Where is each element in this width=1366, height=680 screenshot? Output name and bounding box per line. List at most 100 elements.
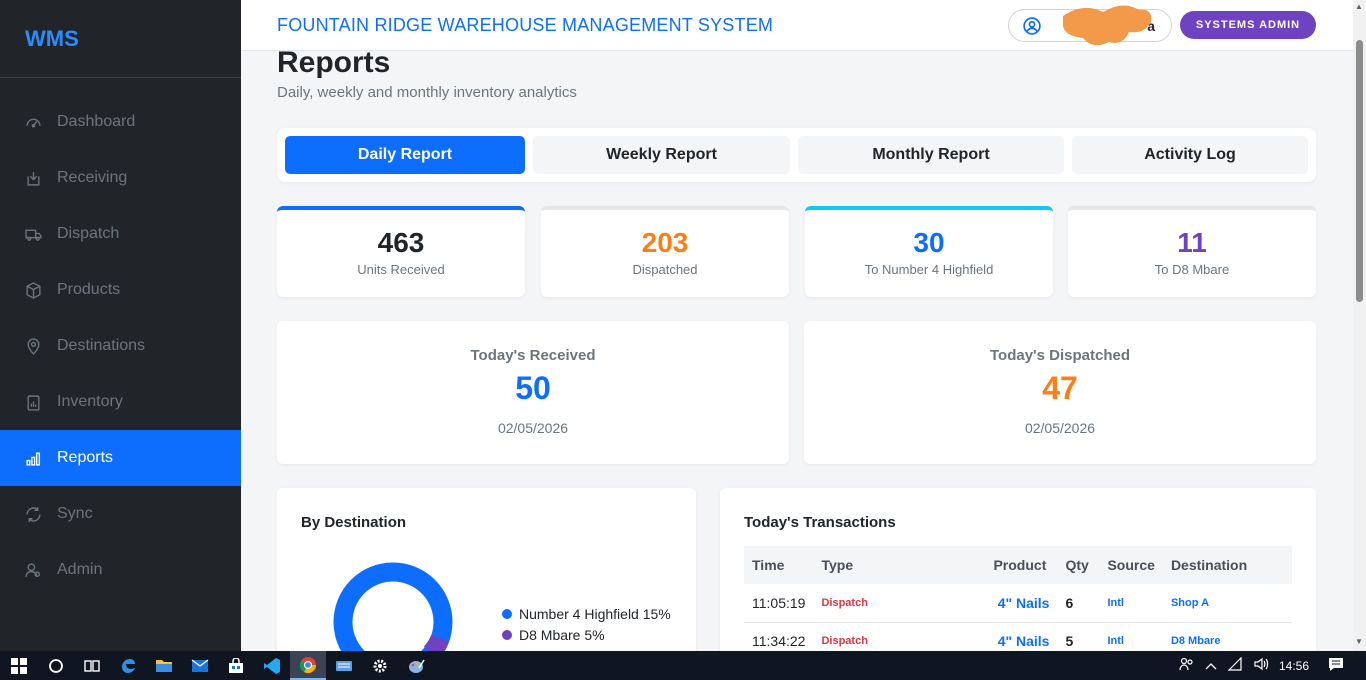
user-name: a (1147, 17, 1155, 34)
cell-product: 4" Nails (985, 584, 1058, 623)
sidebar-item-label: Admin (57, 561, 103, 578)
stat-value: 11 (1177, 227, 1207, 258)
file-explorer-icon[interactable] (146, 651, 182, 680)
table-row[interactable]: 11:05:19 Dispatch 4" Nails 6 Intl Shop A (744, 584, 1292, 623)
sidebar-item-label: Destinations (57, 337, 146, 354)
table-row[interactable]: 11:34:22 Dispatch 4" Nails 5 Intl D8 Mba… (744, 622, 1292, 651)
todays-transactions-card: Today's Transactions Time Type Product Q… (720, 488, 1316, 651)
sidebar-item-products[interactable]: Products (0, 262, 241, 318)
todays-received-card: Today's Received 50 02/05/2026 (277, 321, 789, 464)
legend-dot (502, 629, 512, 640)
scrollbar-thumb[interactable] (1356, 40, 1363, 302)
system-tray: 14:56 (1174, 651, 1366, 680)
donut-segment-d8-mbare (423, 634, 450, 651)
cell-destination: Shop A (1162, 584, 1292, 623)
windows-start-icon[interactable] (0, 651, 38, 680)
stat-value: 30 (913, 227, 945, 258)
cell-qty: 6 (1057, 584, 1100, 623)
sidebar-item-label: Inventory (57, 393, 123, 410)
inbox-download-icon (24, 169, 42, 187)
cell-source: Intl (1099, 622, 1163, 651)
box-icon (24, 281, 42, 299)
search-icon[interactable] (38, 651, 74, 680)
card-heading: Today's Transactions (744, 514, 896, 531)
card-heading: Today's Received (470, 347, 596, 364)
chart-legend: Number 4 Highfield 15% D8 Mbare 5% (502, 603, 671, 645)
people-icon[interactable] (1179, 657, 1195, 674)
cell-product: 4" Nails (985, 622, 1058, 651)
clock[interactable]: 14:56 (1278, 658, 1309, 673)
column-header-source[interactable]: Source (1099, 546, 1163, 584)
bar-chart-icon (24, 449, 42, 467)
mail-icon[interactable] (182, 651, 218, 680)
legend-item: D8 Mbare 5% (502, 624, 671, 645)
tab-daily-report[interactable]: Daily Report (285, 136, 525, 174)
chevron-up-icon[interactable] (1205, 659, 1217, 673)
stat-label: Units Received (357, 262, 445, 277)
system-title: FOUNTAIN RIDGE WAREHOUSE MANAGEMENT SYST… (277, 15, 774, 35)
sidebar-nav: Dashboard Receiving Dispatch Products De… (0, 94, 241, 598)
users-icon (24, 561, 42, 579)
truck-icon (24, 225, 42, 243)
sidebar-item-label: Sync (57, 505, 93, 522)
stat-card-dispatched: 203 Dispatched (541, 206, 789, 297)
column-header-type[interactable]: Type (813, 546, 986, 584)
sidebar-item-sync[interactable]: Sync (0, 486, 241, 542)
paint-app-icon[interactable] (398, 651, 434, 680)
column-header-time[interactable]: Time (744, 546, 814, 584)
cell-time: 11:34:22 (744, 622, 814, 651)
sidebar-item-inventory[interactable]: Inventory (0, 374, 241, 430)
brand-logo[interactable]: WMS (0, 0, 241, 78)
tab-monthly-report[interactable]: Monthly Report (798, 136, 1064, 174)
destination-donut-chart (333, 562, 453, 651)
stat-card-to-d8-mbare: 11 To D8 Mbare (1068, 206, 1316, 297)
table-header-row: Time Type Product Qty Source Destination (744, 546, 1292, 584)
page-subtitle: Daily, weekly and monthly inventory anal… (277, 84, 577, 101)
windows-taskbar: 14:56 (0, 651, 1366, 680)
stat-label: To D8 Mbare (1154, 262, 1230, 277)
column-header-destination[interactable]: Destination (1162, 546, 1292, 584)
clipboard-data-icon (24, 393, 42, 411)
tab-activity-log[interactable]: Activity Log (1072, 136, 1308, 174)
keyboard-app-icon[interactable] (326, 651, 362, 680)
vscode-icon[interactable] (254, 651, 290, 680)
transactions-table: Time Type Product Qty Source Destination… (744, 546, 1292, 651)
sidebar-item-admin[interactable]: Admin (0, 542, 241, 598)
chrome-icon[interactable] (290, 651, 326, 680)
sync-icon (24, 505, 42, 523)
todays-dispatched-value: 47 (1042, 370, 1078, 406)
main-content: Reports Daily, weekly and monthly invent… (241, 51, 1353, 651)
store-icon[interactable] (218, 651, 254, 680)
sidebar-item-dashboard[interactable]: Dashboard (0, 94, 241, 150)
vertical-scrollbar[interactable]: ▲ ▼ (1353, 0, 1366, 651)
sidebar-item-receiving[interactable]: Receiving (0, 150, 241, 206)
network-icon[interactable] (1227, 656, 1243, 674)
sidebar-item-label: Dispatch (57, 225, 120, 242)
column-header-product[interactable]: Product (985, 546, 1058, 584)
sidebar: WMS Dashboard Receiving Dispatch Product… (0, 0, 241, 651)
stat-value: 203 (641, 227, 689, 258)
notifications-icon[interactable] (1328, 656, 1344, 675)
stat-card-units-received: 463 Units Received (277, 206, 525, 297)
volume-icon[interactable] (1253, 657, 1269, 674)
sidebar-item-label: Dashboard (57, 113, 136, 130)
report-tabs: Daily Report Weekly Report Monthly Repor… (277, 128, 1316, 182)
stat-value: 463 (377, 227, 425, 258)
cell-type: Dispatch (813, 622, 986, 651)
cell-time: 11:05:19 (744, 584, 814, 623)
tab-weekly-report[interactable]: Weekly Report (533, 136, 790, 174)
stat-label: Dispatched (632, 262, 698, 277)
sidebar-item-destinations[interactable]: Destinations (0, 318, 241, 374)
scroll-up-arrow-icon[interactable]: ▲ (1355, 2, 1363, 11)
sidebar-item-reports[interactable]: Reports (0, 430, 241, 486)
column-header-qty[interactable]: Qty (1057, 546, 1100, 584)
top-bar: FOUNTAIN RIDGE WAREHOUSE MANAGEMENT SYST… (241, 0, 1353, 51)
edge-browser-icon[interactable] (110, 651, 146, 680)
settings-gear-icon[interactable] (362, 651, 398, 680)
role-badge: SYSTEMS ADMIN (1180, 11, 1316, 39)
task-view-icon[interactable] (74, 651, 110, 680)
scroll-down-arrow-icon[interactable]: ▼ (1355, 637, 1363, 646)
card-heading: By Destination (301, 514, 407, 531)
card-heading: Today's Dispatched (990, 347, 1130, 364)
sidebar-item-dispatch[interactable]: Dispatch (0, 206, 241, 262)
